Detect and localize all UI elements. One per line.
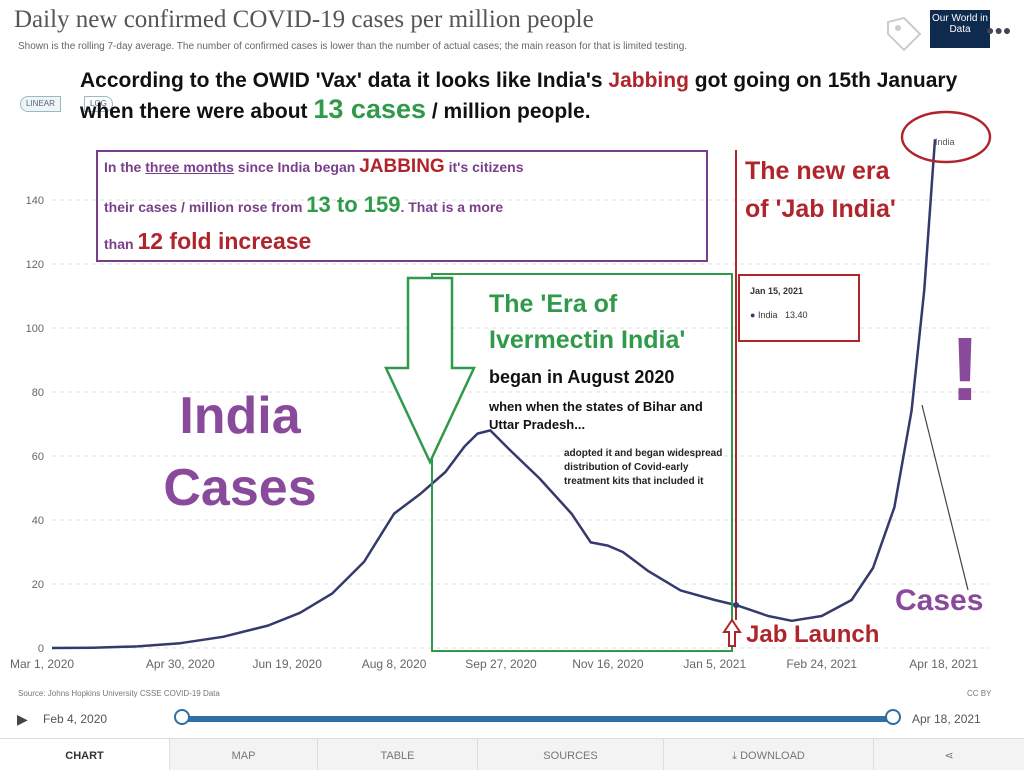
- ivermectin-era-annotation: The 'Era of Ivermectin India': [489, 290, 686, 354]
- source-note[interactable]: Source: Johns Hopkins University CSSE CO…: [18, 689, 220, 698]
- months-l3-pre: than: [104, 236, 138, 252]
- tooltip-country: India: [757, 310, 778, 320]
- y-axis-labels: 0 20 40 60 80 100 120 140: [26, 195, 44, 655]
- y-tick-label: 0: [38, 643, 44, 655]
- chart-area: 0 20 40 60 80 100 120 140 Mar 1, 2020 Apr 30, 20…: [10, 110, 992, 671]
- y-tick-label: 100: [26, 323, 44, 335]
- play-icon[interactable]: ▶: [17, 711, 28, 727]
- y-tick-label: 80: [32, 387, 44, 399]
- months-l2-range: 13 to 159: [306, 192, 401, 217]
- x-tick-label: Jan 5, 2021: [683, 657, 746, 671]
- three-months-annotation: In the three months since India began JA…: [96, 150, 708, 262]
- y-tick-label: 60: [32, 451, 44, 463]
- ivermectin-era-box: [431, 273, 733, 652]
- cases-annotation: Cases: [895, 584, 984, 617]
- tag-icon[interactable]: [884, 14, 924, 59]
- x-tick-label: Sep 27, 2020: [465, 657, 537, 671]
- months-l1-mid: since India began: [233, 159, 360, 175]
- tooltip-date: Jan 15, 2021: [750, 286, 804, 296]
- tooltip-point[interactable]: [733, 602, 740, 609]
- down-arrow-annotation: [384, 276, 476, 465]
- chart-subtitle: Shown is the rolling 7-day average. The …: [18, 41, 688, 52]
- jab-era-annotation: The new era of 'Jab India': [745, 157, 896, 223]
- tab-share[interactable]: ⋖: [874, 739, 1024, 770]
- x-axis-labels: Mar 1, 2020 Apr 30, 2020 Jun 19, 2020 Aug 8…: [10, 657, 978, 671]
- more-dots-icon[interactable]: ●●●: [986, 22, 1012, 38]
- months-l3-fold: 12 fold increase: [137, 228, 312, 254]
- tab-table[interactable]: TABLE: [318, 739, 478, 770]
- owid-logo: Our World in Data: [930, 10, 990, 48]
- log-scale-button[interactable]: LOG: [84, 96, 113, 112]
- months-line-2: their cases / million rose from 13 to 15…: [104, 192, 503, 218]
- august-annotation: began in August 2020: [489, 367, 675, 387]
- timeline-slider[interactable]: [180, 716, 894, 722]
- page-title: Daily new confirmed COVID-19 cases per m…: [14, 6, 594, 33]
- tooltip-row: ● India 13.40: [750, 310, 808, 320]
- india-circle-annotation: [900, 110, 992, 164]
- tab-sources[interactable]: SOURCES: [478, 739, 664, 770]
- y-tick-label: 140: [26, 195, 44, 207]
- share-icon: ⋖: [944, 750, 954, 762]
- months-line-3: than 12 fold increase: [104, 228, 311, 255]
- months-line-1: In the three months since India began JA…: [104, 156, 524, 178]
- timeline-start-handle[interactable]: [174, 709, 190, 725]
- tab-bar: CHART MAP TABLE SOURCES ⤓ DOWNLOAD ⋖: [0, 738, 1024, 770]
- tab-map[interactable]: MAP: [170, 739, 318, 770]
- y-tick-label: 20: [32, 579, 44, 591]
- chart-tooltip: Jan 15, 2021 ● India 13.40: [738, 274, 860, 342]
- jab-launch-arrow: [722, 618, 742, 647]
- months-l1-underline: three months: [145, 159, 234, 175]
- timeline-start-date: Feb 4, 2020: [43, 712, 108, 726]
- exclamation-annotation: !: [950, 320, 980, 420]
- x-tick-label: Mar 1, 2020: [10, 657, 74, 671]
- india-series-line[interactable]: [51, 139, 937, 650]
- x-tick-label: Feb 24, 2021: [786, 657, 857, 671]
- bihar-annotation: when when the states of Bihar and Uttar …: [489, 399, 703, 432]
- headline-annotation: According to the OWID 'Vax' data it look…: [80, 66, 980, 126]
- series-label-india: India: [935, 137, 955, 147]
- license-label[interactable]: CC BY: [967, 689, 992, 698]
- india-cases-annotation: India Cases: [163, 387, 317, 517]
- linear-scale-button[interactable]: LINEAR: [20, 96, 61, 112]
- months-l1-post: it's citizens: [444, 159, 524, 175]
- headline-post: / million people.: [426, 100, 591, 123]
- tooltip-value: 13.40: [785, 310, 808, 320]
- owid-logo-text: Our World in Data: [932, 13, 988, 35]
- tab-download-label: DOWNLOAD: [740, 750, 805, 762]
- months-l2-pre: their cases / million rose from: [104, 199, 307, 215]
- jab-launch-annotation: Jab Launch: [746, 621, 880, 648]
- timeline-end-handle[interactable]: [885, 709, 901, 725]
- cases-pointer-line: [921, 404, 969, 591]
- x-tick-label: Aug 8, 2020: [362, 657, 427, 671]
- headline-cases: 13 cases: [313, 94, 427, 124]
- y-tick-label: 120: [26, 259, 44, 271]
- x-tick-label: Apr 18, 2021: [909, 657, 978, 671]
- headline-mid: got going on 15th January when there wer…: [80, 69, 958, 123]
- tab-chart[interactable]: CHART: [0, 739, 170, 770]
- timeline-end-date: Apr 18, 2021: [912, 712, 981, 726]
- months-l1-jabbing: JABBING: [359, 156, 445, 177]
- adopted-annotation: adopted it and began widespread distribu…: [564, 448, 723, 487]
- x-tick-label: Apr 30, 2020: [146, 657, 215, 671]
- headline-jabbing: Jabbing: [608, 69, 689, 92]
- headline-pre: According to the OWID 'Vax' data it look…: [80, 69, 609, 92]
- months-l2-post: . That is a more: [400, 199, 504, 215]
- y-tick-label: 40: [32, 515, 44, 527]
- x-tick-label: Nov 16, 2020: [572, 657, 644, 671]
- months-l1-pre: In the: [104, 159, 146, 175]
- tab-download[interactable]: ⤓ DOWNLOAD: [664, 739, 874, 770]
- x-tick-label: Jun 19, 2020: [252, 657, 322, 671]
- download-icon: ⤓: [732, 750, 738, 762]
